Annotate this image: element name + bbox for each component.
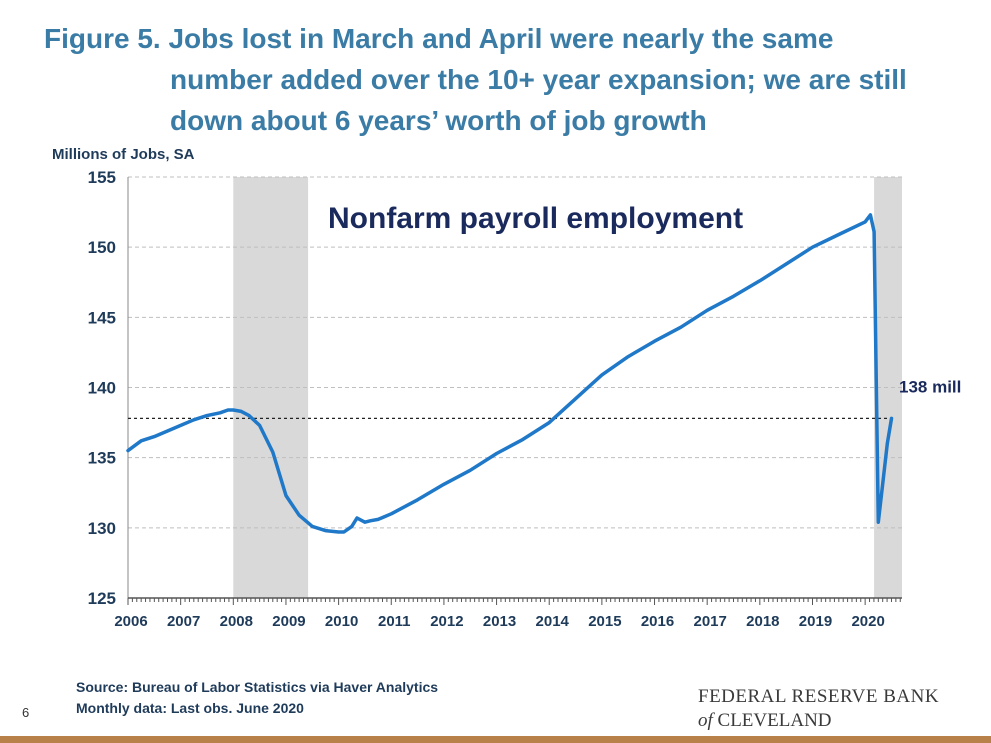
x-tick-label-2006: 2006 — [114, 613, 147, 630]
bottom-bar — [0, 736, 991, 743]
data-note: Monthly data: Last obs. June 2020 — [76, 700, 304, 716]
y-tick-label-130: 130 — [88, 519, 116, 538]
x-tick-label-2015: 2015 — [588, 613, 621, 630]
y-tick-label-140: 140 — [88, 379, 116, 398]
x-tick-label-2012: 2012 — [430, 613, 463, 630]
x-tick-label-2009: 2009 — [272, 613, 305, 630]
axes — [127, 177, 902, 605]
x-tick-label-2017: 2017 — [693, 613, 726, 630]
x-tick-label-2016: 2016 — [641, 613, 674, 630]
y-axis-label: Millions of Jobs, SA — [52, 146, 195, 163]
gridlines — [128, 176, 902, 529]
series-line-1 — [126, 213, 894, 534]
source-note: Source: Bureau of Labor Statistics via H… — [76, 677, 438, 719]
x-tick-label-2019: 2019 — [799, 613, 832, 630]
y-tick-label-155: 155 — [88, 168, 116, 187]
figure-title: Figure 5. Jobs lost in March and April w… — [44, 18, 964, 141]
title-line-2: number added over the 10+ year expansion… — [170, 64, 907, 95]
x-tick-label-2013: 2013 — [483, 613, 516, 630]
logo-city: CLEVELAND — [717, 710, 832, 731]
logo-of: of — [698, 710, 713, 731]
page-number: 6 — [22, 705, 30, 720]
y-tick-label-125: 125 — [88, 589, 116, 608]
title-line-3: down about 6 years’ worth of job growth — [170, 105, 707, 136]
x-tick-label-2020: 2020 — [851, 613, 884, 630]
y-tick-label-135: 135 — [88, 449, 116, 468]
reference-line-label: 138 mill — [899, 378, 961, 397]
fed-logo: FEDERAL RESERVE BANK of CLEVELAND — [698, 686, 939, 732]
y-tick-label-150: 150 — [88, 238, 116, 257]
title-line-1: Figure 5. Jobs lost in March and April w… — [44, 23, 834, 54]
source-text: Source: Bureau of Labor Statistics via H… — [76, 679, 439, 695]
x-tick-label-2018: 2018 — [746, 613, 779, 630]
x-tick-label-2007: 2007 — [167, 613, 200, 630]
x-tick-label-2008: 2008 — [220, 613, 253, 630]
x-tick-label-2014: 2014 — [536, 613, 570, 630]
x-tick-label-2010: 2010 — [325, 613, 358, 630]
x-tick-label-2011: 2011 — [378, 613, 411, 630]
chart-title: Nonfarm payroll employment — [328, 202, 743, 235]
y-tick-labels: 125 130 135 140 145 150 155 — [88, 168, 116, 608]
y-tick-label-145: 145 — [88, 308, 116, 327]
series-group — [126, 213, 894, 534]
x-tick-labels: 2006 2007 2008 2009 2010 2011 2012 2013 2014 2015… — [114, 613, 885, 630]
logo-line-1: FEDERAL RESERVE BANK — [698, 686, 940, 707]
logo-line-2: of CLEVELAND — [698, 710, 939, 732]
reference-line-group: 138 mill — [128, 378, 961, 420]
